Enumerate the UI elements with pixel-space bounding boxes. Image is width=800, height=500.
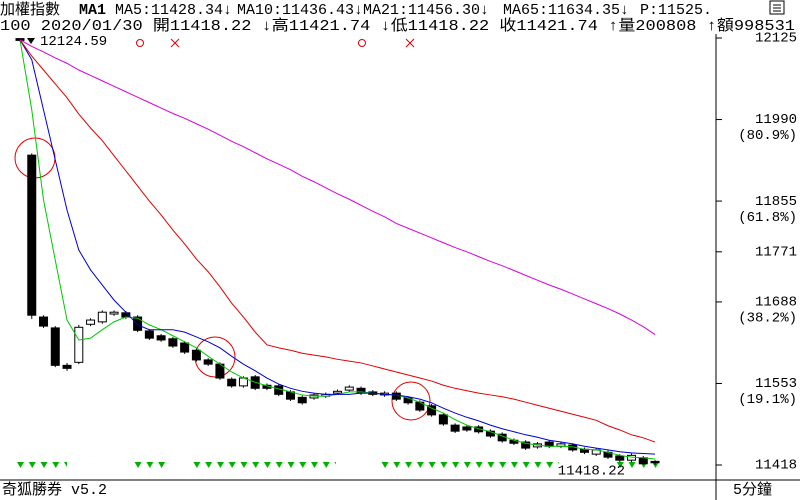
fib-tick-label: (80.9%) <box>738 128 797 144</box>
legend-entry: MA65:11634.35↓ <box>503 2 629 19</box>
fib-tick-label: (19.1%) <box>738 392 797 408</box>
sell-signals <box>17 462 67 470</box>
signal-markers <box>14 38 664 470</box>
y-tick-label: 11855 <box>755 194 797 210</box>
legend-entry: MA10:11436.43↓ <box>237 2 363 19</box>
ma-line <box>19 39 656 455</box>
sell-signals <box>381 462 559 470</box>
low-label: 11418.22 <box>558 464 625 480</box>
candle-body <box>133 316 143 331</box>
candle-body <box>227 378 237 387</box>
candle-body <box>27 154 37 316</box>
legend-entry: MA5:11428.34↓ <box>115 2 232 19</box>
candle-body <box>462 426 472 431</box>
candle-body <box>203 359 213 365</box>
candle-body <box>156 335 166 341</box>
y-tick-label: 11688 <box>755 295 797 311</box>
candle-body <box>109 311 119 315</box>
high-marker <box>27 38 35 44</box>
menu-icon[interactable] <box>769 0 785 15</box>
ma-line <box>19 39 656 335</box>
candle-body <box>297 396 307 404</box>
sell-signals <box>134 462 170 470</box>
y-tick-label: 11771 <box>755 245 797 261</box>
candle-body <box>333 390 343 394</box>
candle-body <box>86 319 96 325</box>
candle-body <box>144 330 154 339</box>
candle-body <box>438 414 448 425</box>
candle-body <box>191 349 201 361</box>
y-tick-label: 12125 <box>755 31 797 47</box>
quote-line: 100 2020/01/30 開11418.22 ↓高11421.74 ↓低11… <box>0 17 795 35</box>
fib-tick-label: (61.8%) <box>738 210 797 226</box>
app-name: 奇狐勝券 v5.2 <box>2 481 107 499</box>
candle-body <box>521 441 531 449</box>
candle-body <box>62 364 72 369</box>
candle-body <box>74 326 84 363</box>
ma-line <box>19 39 656 443</box>
candle-body <box>638 457 648 465</box>
high-label: 12124.59 <box>40 34 107 50</box>
candle-body <box>344 386 354 391</box>
candle-body <box>615 455 625 461</box>
legend-entry: MA21:11456.30↓ <box>363 2 489 19</box>
candle-body <box>650 460 660 464</box>
candle-body <box>39 316 49 327</box>
signal-circle <box>136 39 144 47</box>
candle-body <box>50 327 60 366</box>
y-tick-label: 11990 <box>755 112 797 128</box>
signal-cross <box>170 38 180 48</box>
candle-body <box>180 342 190 353</box>
sell-signals <box>616 462 664 470</box>
signal-circle <box>358 39 366 47</box>
indicator-label: MA1 <box>79 2 106 19</box>
p-label: P:11525. <box>640 2 712 19</box>
candle-body <box>97 311 107 323</box>
index-title: 加權指數 <box>0 1 60 19</box>
period[interactable]: 5分鐘 <box>733 481 772 499</box>
fib-tick-label: (38.2%) <box>738 311 797 327</box>
sell-signals <box>193 462 336 470</box>
highlight-circle <box>391 381 431 421</box>
candle-body <box>168 338 178 347</box>
signal-cross <box>405 38 415 48</box>
y-tick-label: 11553 <box>755 376 797 392</box>
candle-body <box>450 424 460 432</box>
y-tick-label: 11418 <box>755 458 797 474</box>
